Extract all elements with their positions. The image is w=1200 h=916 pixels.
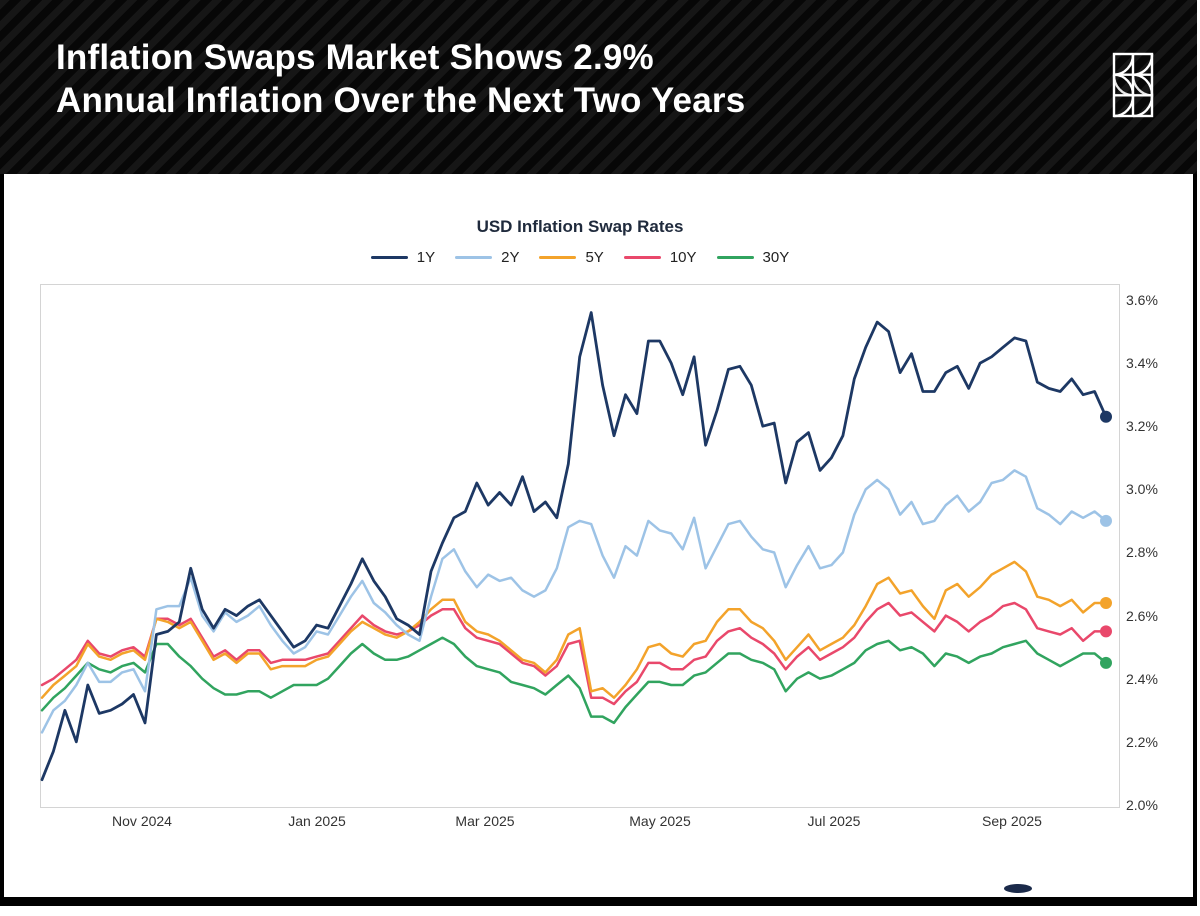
legend-label: 5Y xyxy=(585,249,604,266)
legend-label: 2Y xyxy=(501,249,520,266)
y-axis-tick-label: 3.4% xyxy=(1126,355,1158,371)
x-axis-tick-label: May 2025 xyxy=(629,813,691,829)
y-axis-tick-label: 3.6% xyxy=(1126,292,1158,308)
legend-label: 1Y xyxy=(416,249,436,266)
page-frame-right xyxy=(1193,0,1197,906)
legend-line-swatch-icon xyxy=(455,256,493,259)
x-axis-tick-label: Nov 2024 xyxy=(112,813,172,829)
y-axis-tick-label: 3.2% xyxy=(1126,418,1158,434)
legend-label: 10Y xyxy=(669,249,697,266)
watermark-ellipse-icon xyxy=(1004,884,1032,893)
banner-title: Inflation Swaps Market Shows 2.9% Annual… xyxy=(56,36,745,122)
legend-item-30y: 30Y xyxy=(716,249,790,266)
chart-legend: 1Y 2Y 5Y 10Y 30Y xyxy=(0,249,1160,266)
legend-line-swatch-icon xyxy=(539,256,577,259)
brand-logo-icon xyxy=(1112,52,1154,118)
legend-item-2y: 2Y xyxy=(455,249,519,266)
legend-line-swatch-icon xyxy=(623,256,661,259)
legend-item-5y: 5Y xyxy=(539,249,604,266)
y-axis-tick-label: 2.0% xyxy=(1126,797,1158,813)
y-axis-tick-label: 2.2% xyxy=(1126,734,1158,750)
banner-title-line2: Annual Inflation Over the Next Two Years xyxy=(56,81,746,120)
legend-label: 30Y xyxy=(762,249,790,266)
page-frame-bottom xyxy=(0,897,1197,906)
y-axis-tick-label: 2.6% xyxy=(1126,608,1158,624)
plot-area-frame xyxy=(40,284,1120,808)
y-axis-tick-label: 2.8% xyxy=(1126,544,1158,560)
header-banner: Inflation Swaps Market Shows 2.9% Annual… xyxy=(0,0,1197,174)
x-axis-tick-label: Sep 2025 xyxy=(982,813,1042,829)
x-axis-tick-label: Jan 2025 xyxy=(288,813,346,829)
x-axis-tick-label: Jul 2025 xyxy=(807,813,861,829)
legend-line-swatch-icon xyxy=(716,256,754,259)
y-axis-tick-label: 2.4% xyxy=(1126,671,1158,687)
legend-item-1y: 1Y xyxy=(370,249,436,266)
x-axis-tick-label: Mar 2025 xyxy=(455,813,515,829)
y-axis-tick-label: 3.0% xyxy=(1126,481,1158,497)
legend-item-10y: 10Y xyxy=(623,249,697,266)
banner-title-line1: Inflation Swaps Market Shows 2.9% xyxy=(56,38,654,77)
chart-title: USD Inflation Swap Rates xyxy=(476,217,684,236)
legend-line-swatch-icon xyxy=(370,256,408,259)
page-frame-left xyxy=(0,0,4,906)
